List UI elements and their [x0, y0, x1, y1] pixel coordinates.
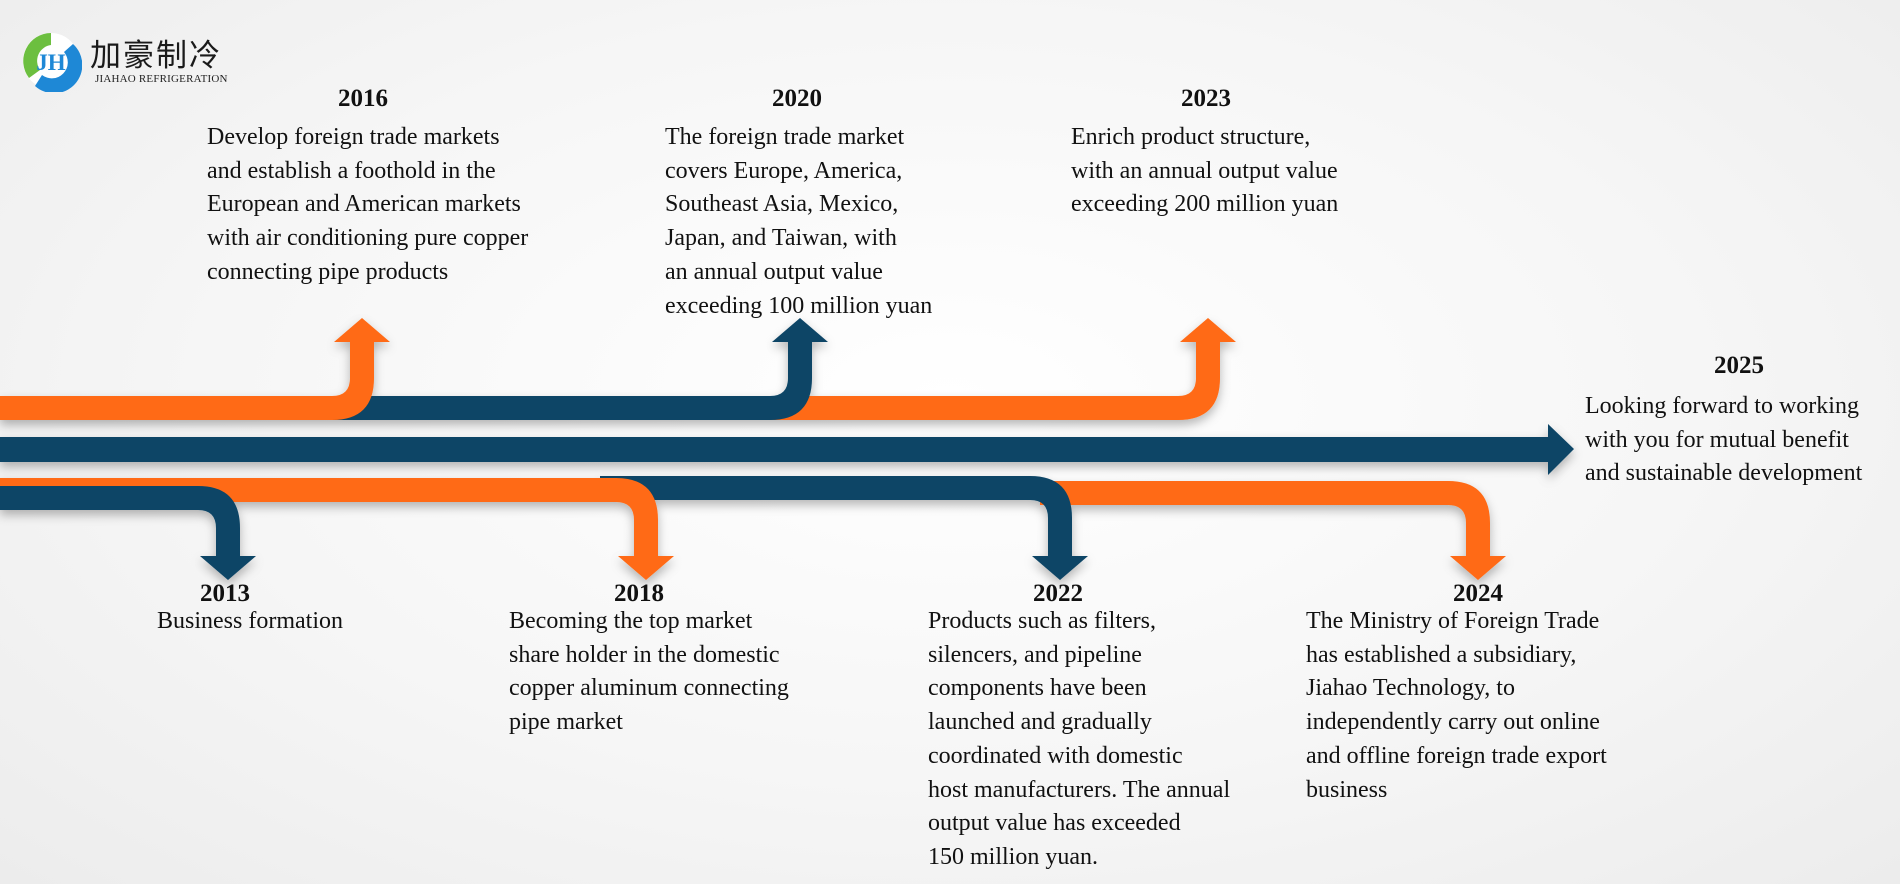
event-description-line: European and American markets: [207, 191, 521, 218]
event-description: Becoming the top market share holder in t…: [509, 605, 789, 740]
event-description-line: components have been: [928, 675, 1147, 702]
event-year: 2023: [1181, 85, 1231, 112]
event-description-line: and establish a foothold in the: [207, 157, 496, 184]
event-year: 2013: [200, 580, 250, 607]
event-year: 2024: [1453, 580, 1503, 607]
event-description-line: and sustainable development: [1585, 460, 1863, 487]
event-description-line: copper aluminum connecting: [509, 675, 789, 702]
event-description-line: covers Europe, America,: [665, 157, 903, 184]
event-description-line: The Ministry of Foreign Trade: [1306, 608, 1600, 634]
event-description: The Ministry of Foreign Trade has establi…: [1306, 605, 1607, 807]
event-year: 2022: [1033, 580, 1083, 607]
event-year: 2020: [772, 85, 822, 112]
company-logo: JH 加豪制冷 JIAHAO REFRIGERATION: [20, 30, 240, 92]
event-description-line: an annual output value: [665, 258, 883, 285]
event-description-line: launched and gradually: [928, 709, 1152, 736]
event-description-line: Business formation: [157, 608, 343, 634]
event-description-line: with an annual output value: [1071, 157, 1338, 184]
arrow-2024: [1040, 481, 1506, 580]
event-description-line: Develop foreign trade markets: [207, 124, 500, 150]
event-description-line: Products such as filters,: [928, 608, 1156, 634]
arrow-2022: [600, 476, 1088, 580]
event-description-line: with air conditioning pure copper: [207, 225, 529, 252]
event-year: 2018: [614, 580, 664, 607]
event-description-line: with you for mutual benefit: [1585, 426, 1849, 453]
event-description-line: Japan, and Taiwan, with: [665, 225, 897, 252]
event-description-line: Enrich product structure,: [1071, 124, 1311, 150]
event-description-line: Becoming the top market: [509, 608, 753, 634]
event-description-line: coordinated with domestic: [928, 742, 1183, 769]
event-description-line: silencers, and pipeline: [928, 641, 1142, 668]
event-description: Business formation: [157, 605, 343, 639]
event-description: The foreign trade market covers Europe, A…: [665, 121, 932, 323]
event-description-line: share holder in the domestic: [509, 641, 780, 668]
event-description-line: business: [1306, 776, 1388, 803]
event-description-line: host manufacturers. The annual: [928, 776, 1231, 803]
event-description: Products such as filters, silencers, and …: [928, 605, 1230, 875]
event-description-line: 150 million yuan.: [928, 843, 1098, 870]
arrow-main-2025: [0, 424, 1574, 475]
logo-chinese-name: 加豪制冷: [90, 38, 222, 74]
event-description-line: Looking forward to working: [1585, 393, 1859, 419]
event-description-line: Southeast Asia, Mexico,: [665, 191, 899, 218]
arrow-2023: [760, 318, 1236, 420]
event-description-line: exceeding 200 million yuan: [1071, 191, 1339, 218]
logo-english-name: JIAHAO REFRIGERATION: [95, 73, 228, 85]
event-description-line: pipe market: [509, 709, 623, 736]
event-description: Develop foreign trade markets and establi…: [207, 121, 528, 290]
event-description: Enrich product structure, with an annual …: [1071, 121, 1338, 222]
event-description-line: Jiahao Technology, to: [1306, 675, 1515, 702]
event-description-line: has established a subsidiary,: [1306, 641, 1577, 668]
event-description-line: exceeding 100 million yuan: [665, 292, 933, 319]
event-description-line: output value has exceeded: [928, 810, 1181, 837]
jh-logo-icon: JH: [23, 33, 82, 92]
arrow-2016: [0, 318, 390, 420]
svg-text:JH: JH: [36, 50, 66, 75]
event-description-line: connecting pipe products: [207, 258, 449, 285]
event-description: Looking forward to working with you for m…: [1585, 390, 1862, 491]
event-description-line: independently carry out online: [1306, 709, 1600, 736]
event-description-line: and offline foreign trade export: [1306, 742, 1607, 769]
arrow-2020: [330, 318, 828, 420]
arrow-2013: [0, 486, 256, 580]
event-year: 2016: [338, 85, 388, 112]
event-description-line: The foreign trade market: [665, 124, 905, 150]
event-year: 2025: [1714, 352, 1764, 379]
